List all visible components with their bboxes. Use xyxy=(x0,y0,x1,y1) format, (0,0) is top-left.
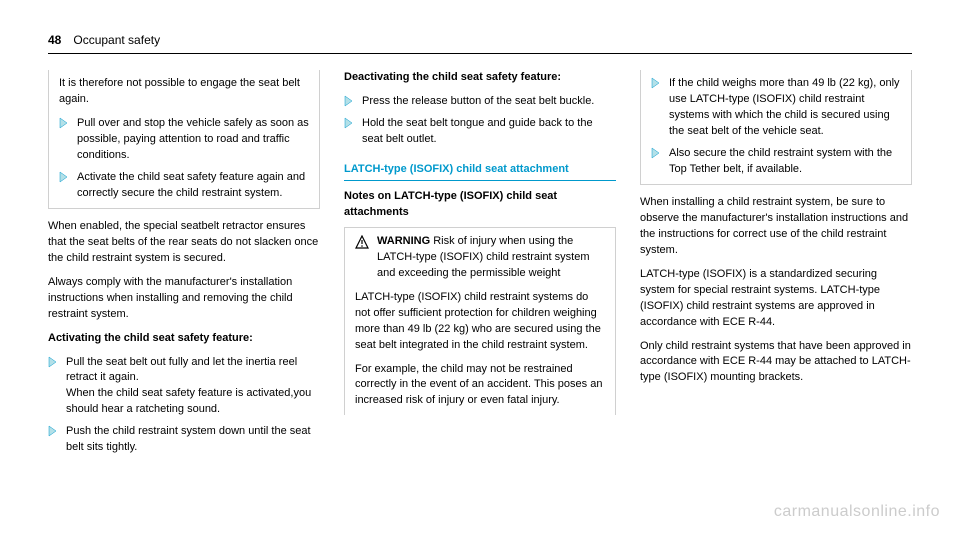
paragraph: LATCH-type (ISOFIX) is a standardized se… xyxy=(640,267,912,331)
paragraph: Only child restraint systems that have b… xyxy=(640,339,912,387)
warning-text-block: WARNING Risk of injury when using the LA… xyxy=(377,234,605,282)
instruction-text: Pull over and stop the vehicle safely as… xyxy=(77,116,309,164)
column-2: Deactivating the child seat safety featu… xyxy=(344,70,616,456)
instruction-text: Hold the seat belt tongue and guide back… xyxy=(362,116,616,148)
arrow-icon xyxy=(651,77,663,89)
heading-blue: LATCH-type (ISOFIX) child seat attachmen… xyxy=(344,162,616,181)
box-paragraph: LATCH-type (ISOFIX) child restraint syst… xyxy=(355,290,605,354)
arrow-icon xyxy=(59,171,71,183)
instruction-item: If the child weighs more than 49 lb (22 … xyxy=(651,76,901,140)
box-paragraph: For example, the child may not be restra… xyxy=(355,362,605,410)
instruction-item: Pull the seat belt out fully and let the… xyxy=(48,355,320,419)
instruction-text: Push the child restraint system down unt… xyxy=(66,424,320,456)
instruction-line: When the child seat safety feature is ac… xyxy=(66,387,311,415)
paragraph: When enabled, the special seatbelt retra… xyxy=(48,219,320,267)
instruction-item: Also secure the child restraint system w… xyxy=(651,146,901,178)
info-box-3: If the child weighs more than 49 lb (22 … xyxy=(640,70,912,185)
warning-triangle-icon xyxy=(355,235,369,249)
instruction-line: Pull the seat belt out fully and let the… xyxy=(66,356,297,384)
instruction-text: If the child weighs more than 49 lb (22 … xyxy=(669,76,901,140)
content-columns: It is therefore not possible to engage t… xyxy=(48,70,912,456)
section-title: Occupant safety xyxy=(73,32,160,49)
warning-label: WARNING xyxy=(377,235,430,247)
subheading: Notes on LATCH-type (ISOFIX) child seat … xyxy=(344,189,616,221)
heading: Activating the child seat safety feature… xyxy=(48,331,320,347)
arrow-icon xyxy=(59,117,71,129)
info-box-1: It is therefore not possible to engage t… xyxy=(48,70,320,209)
arrow-icon xyxy=(344,95,356,107)
arrow-icon xyxy=(344,117,356,129)
instruction-item: Press the release button of the seat bel… xyxy=(344,94,616,110)
instruction-text: Pull the seat belt out fully and let the… xyxy=(66,355,320,419)
instruction-item: Hold the seat belt tongue and guide back… xyxy=(344,116,616,148)
heading: Deactivating the child seat safety featu… xyxy=(344,70,616,86)
watermark: carmanualsonline.info xyxy=(774,500,940,523)
column-3: If the child weighs more than 49 lb (22 … xyxy=(640,70,912,456)
box-text: It is therefore not possible to engage t… xyxy=(59,76,309,108)
paragraph: Always comply with the manufacturer's in… xyxy=(48,275,320,323)
page-header: 48 Occupant safety xyxy=(48,32,912,54)
instruction-item: Activate the child seat safety feature a… xyxy=(59,170,309,202)
warning-box: WARNING Risk of injury when using the LA… xyxy=(344,227,616,415)
instruction-item: Push the child restraint system down unt… xyxy=(48,424,320,456)
arrow-icon xyxy=(48,356,60,368)
page-number: 48 xyxy=(48,32,61,49)
instruction-text: Activate the child seat safety feature a… xyxy=(77,170,309,202)
arrow-icon xyxy=(651,147,663,159)
arrow-icon xyxy=(48,425,60,437)
warning-row: WARNING Risk of injury when using the LA… xyxy=(355,234,605,282)
instruction-text: Press the release button of the seat bel… xyxy=(362,94,594,110)
column-1: It is therefore not possible to engage t… xyxy=(48,70,320,456)
instruction-item: Pull over and stop the vehicle safely as… xyxy=(59,116,309,164)
paragraph: When installing a child restraint system… xyxy=(640,195,912,259)
instruction-text: Also secure the child restraint system w… xyxy=(669,146,901,178)
